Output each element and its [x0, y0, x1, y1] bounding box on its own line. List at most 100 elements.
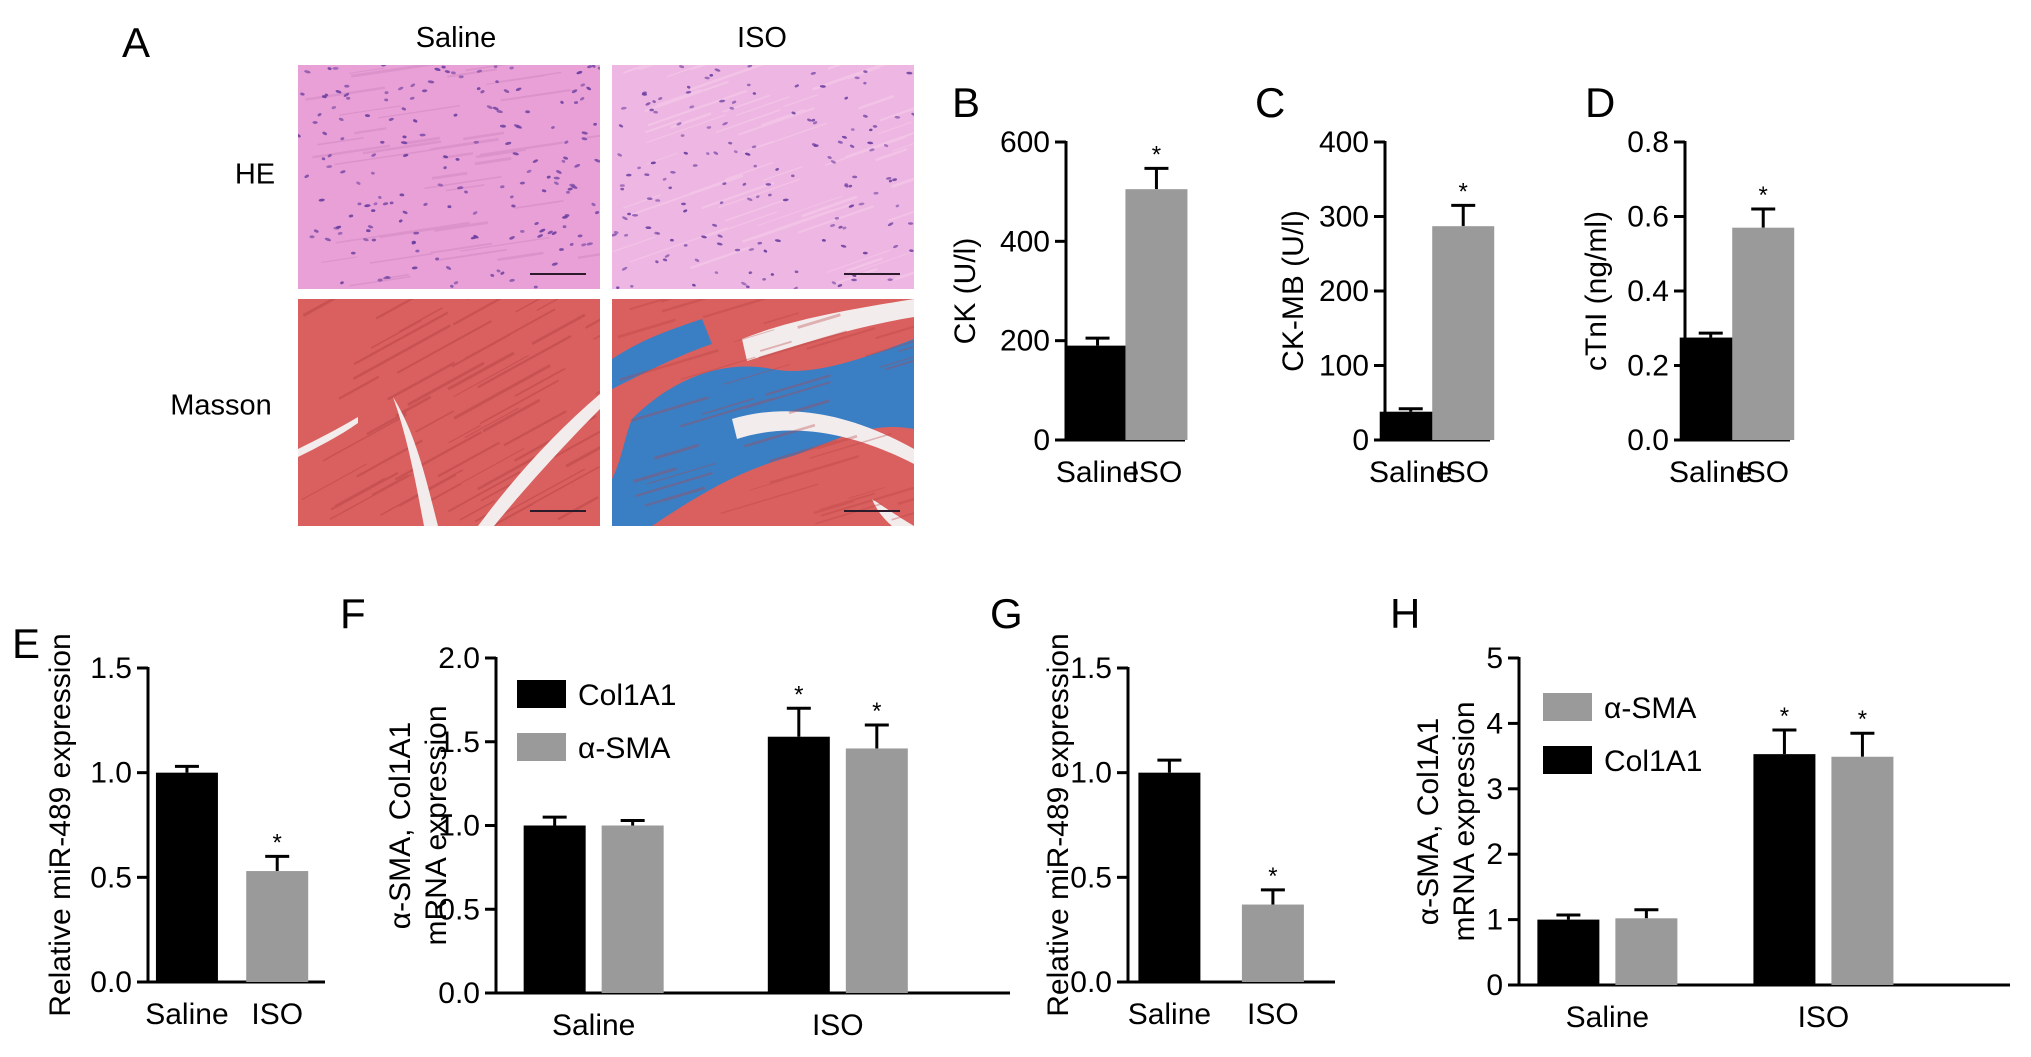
- bar-e: [246, 871, 309, 982]
- panel-letter-g: G: [990, 590, 1023, 637]
- y-tick-label-h: 0: [1486, 969, 1503, 1002]
- x-tick-label-c: Saline: [1369, 456, 1452, 489]
- y-tick-label-c: 100: [1319, 350, 1369, 383]
- bar-h: [1831, 756, 1894, 985]
- x-tick-label-c: ISO: [1437, 456, 1489, 489]
- significance-marker-g: *: [1268, 863, 1277, 890]
- chart-e: 0.0 0.5 1.0 1.5 Relative miR-489 expression S…: [44, 633, 325, 1031]
- x-tick-label-b: Saline: [1056, 456, 1139, 489]
- bar-b: [1066, 345, 1129, 440]
- y-axis-label-h: α-SMA, Col1A1: [1412, 718, 1445, 925]
- legend-swatch-f: [517, 733, 566, 761]
- bar-f: [845, 748, 908, 993]
- legend-label-h: α-SMA: [1604, 692, 1696, 725]
- legend-label-f: Col1A1: [578, 679, 676, 712]
- significance-marker-d: *: [1759, 182, 1768, 209]
- y-tick-label-d: 0.8: [1627, 126, 1669, 159]
- bar-d: [1679, 337, 1742, 440]
- y-axis-label-c: CK-MB (U/l): [1277, 210, 1310, 372]
- bar-b: [1125, 189, 1188, 440]
- y-axis-label-h: mRNA expression: [1448, 701, 1481, 941]
- y-tick-label-b: 200: [1000, 325, 1050, 358]
- panel-letter-h: H: [1390, 590, 1421, 637]
- x-tick-label-g: ISO: [1247, 998, 1299, 1031]
- y-tick-label-g: 0.0: [1070, 966, 1112, 999]
- x-tick-label-e: Saline: [145, 998, 228, 1031]
- micrograph-he-iso: [612, 65, 914, 289]
- chart-f: 0.0 0.5 1.0 1.5 2.0 α-SMA, Col1A1 mRNA express…: [384, 642, 1010, 1042]
- panel-letter-c: C: [1255, 79, 1286, 126]
- micrograph-masson-saline: [298, 299, 600, 526]
- chart-h: 0 1 2 3 4 5 α-SMA, Col1A1 mRNA expression Saline…: [1412, 642, 2010, 1034]
- y-tick-label-e: 0.5: [90, 861, 132, 894]
- y-axis-label-f: mRNA expression: [420, 705, 453, 945]
- y-tick-label-c: 300: [1319, 201, 1369, 234]
- row-label-masson: Masson: [170, 389, 272, 422]
- column-label-saline: Saline: [415, 22, 497, 54]
- row-label-he: HE: [234, 158, 276, 191]
- panel-letter-a: A: [122, 19, 151, 66]
- bar-f: [601, 825, 664, 993]
- y-axis-label-b: CK (U/l): [949, 238, 982, 345]
- x-tick-label-h: ISO: [1798, 1001, 1850, 1034]
- y-tick-label-c: 0: [1352, 424, 1369, 457]
- micrograph-masson-iso: [612, 299, 914, 526]
- bar-c: [1379, 411, 1442, 440]
- micrograph-he-saline: [298, 65, 600, 289]
- bar-g: [1241, 904, 1304, 982]
- bar-f: [767, 736, 830, 993]
- y-tick-label-h: 1: [1486, 904, 1503, 937]
- x-tick-label-d: Saline: [1669, 456, 1752, 489]
- y-axis-label-g: Relative miR-489 expression: [1042, 633, 1075, 1017]
- bar-c: [1432, 226, 1495, 440]
- bar-h: [1615, 918, 1678, 985]
- y-axis-label-f: α-SMA, Col1A1: [384, 722, 417, 929]
- significance-marker-h: *: [1780, 703, 1789, 730]
- y-axis-label-e: Relative miR-489 expression: [44, 633, 77, 1017]
- panel-letter-d: D: [1585, 79, 1616, 126]
- bar-e: [155, 772, 218, 982]
- x-tick-label-e: ISO: [251, 998, 303, 1031]
- significance-marker-e: *: [273, 829, 282, 856]
- significance-marker-h: *: [1858, 706, 1867, 733]
- y-tick-label-h: 3: [1486, 773, 1503, 806]
- legend-label-f: α-SMA: [578, 732, 670, 765]
- significance-marker-f: *: [794, 681, 803, 708]
- bar-h: [1537, 919, 1600, 985]
- y-tick-label-d: 0.2: [1627, 350, 1669, 383]
- x-tick-label-f: ISO: [812, 1009, 864, 1042]
- y-tick-label-f: 2.0: [438, 642, 480, 675]
- y-tick-label-e: 1.5: [90, 652, 132, 685]
- x-tick-label-h: Saline: [1566, 1001, 1649, 1034]
- y-tick-label-d: 0.4: [1627, 275, 1669, 308]
- legend-swatch-h: [1543, 746, 1592, 774]
- panel-letter-f: F: [340, 590, 366, 637]
- y-axis-label-d: cTnI (ng/ml): [1580, 211, 1613, 371]
- y-tick-label-h: 2: [1486, 838, 1503, 871]
- y-tick-label-d: 0.6: [1627, 201, 1669, 234]
- panel-letter-e: E: [12, 620, 41, 667]
- y-tick-label-f: 0.0: [438, 977, 480, 1010]
- significance-marker-b: *: [1152, 141, 1161, 168]
- y-tick-label-d: 0.0: [1627, 424, 1669, 457]
- y-tick-label-f: 1.0: [438, 810, 480, 843]
- y-tick-label-h: 4: [1486, 707, 1503, 740]
- bar-f: [523, 825, 586, 993]
- bar-d: [1732, 227, 1795, 440]
- y-tick-label-g: 0.5: [1070, 861, 1112, 894]
- y-tick-label-g: 1.0: [1070, 757, 1112, 790]
- y-tick-label-c: 200: [1319, 275, 1369, 308]
- y-tick-label-b: 600: [1000, 126, 1050, 159]
- significance-marker-f: *: [872, 698, 881, 725]
- y-tick-label-g: 1.5: [1070, 652, 1112, 685]
- y-tick-label-h: 5: [1486, 642, 1503, 675]
- x-tick-label-b: ISO: [1131, 456, 1183, 489]
- y-tick-label-b: 0: [1033, 424, 1050, 457]
- bar-g: [1138, 772, 1201, 982]
- x-tick-label-g: Saline: [1128, 998, 1211, 1031]
